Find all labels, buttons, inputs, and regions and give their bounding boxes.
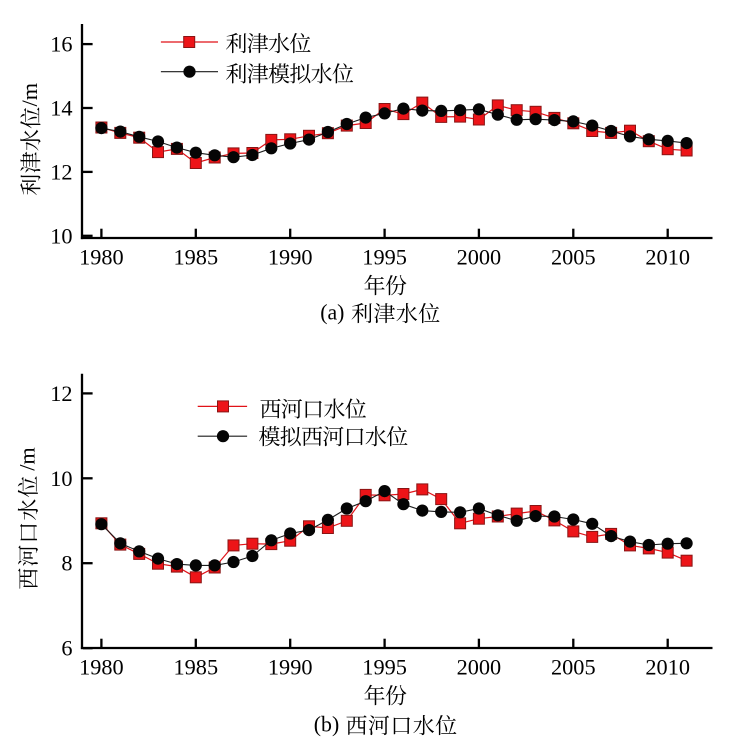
svg-text:(a): (a) [320,301,344,325]
svg-text:2005: 2005 [551,654,596,679]
svg-text:2000: 2000 [457,244,502,269]
svg-text:2010: 2010 [645,244,690,269]
svg-text:1985: 1985 [174,244,219,269]
svg-text:1990: 1990 [268,654,313,679]
svg-text:1995: 1995 [362,654,407,679]
svg-text:6: 6 [61,636,72,661]
svg-text:/m: /m [17,83,42,107]
svg-text:1980: 1980 [79,244,124,269]
svg-text:12: 12 [50,159,72,184]
svg-text:2000: 2000 [457,654,502,679]
svg-text:10: 10 [50,466,72,491]
svg-text:1990: 1990 [268,244,313,269]
svg-text:1980: 1980 [79,654,124,679]
svg-text:2005: 2005 [551,244,596,269]
svg-text:2010: 2010 [645,654,690,679]
svg-text:/m: /m [14,447,39,471]
svg-text:1995: 1995 [362,244,407,269]
svg-text:12: 12 [50,381,72,406]
svg-text:8: 8 [61,551,72,576]
svg-text:1985: 1985 [174,654,219,679]
svg-text:(b): (b) [314,713,339,737]
svg-text:16: 16 [50,32,72,57]
svg-text:10: 10 [50,223,72,248]
svg-text:14: 14 [50,96,72,121]
